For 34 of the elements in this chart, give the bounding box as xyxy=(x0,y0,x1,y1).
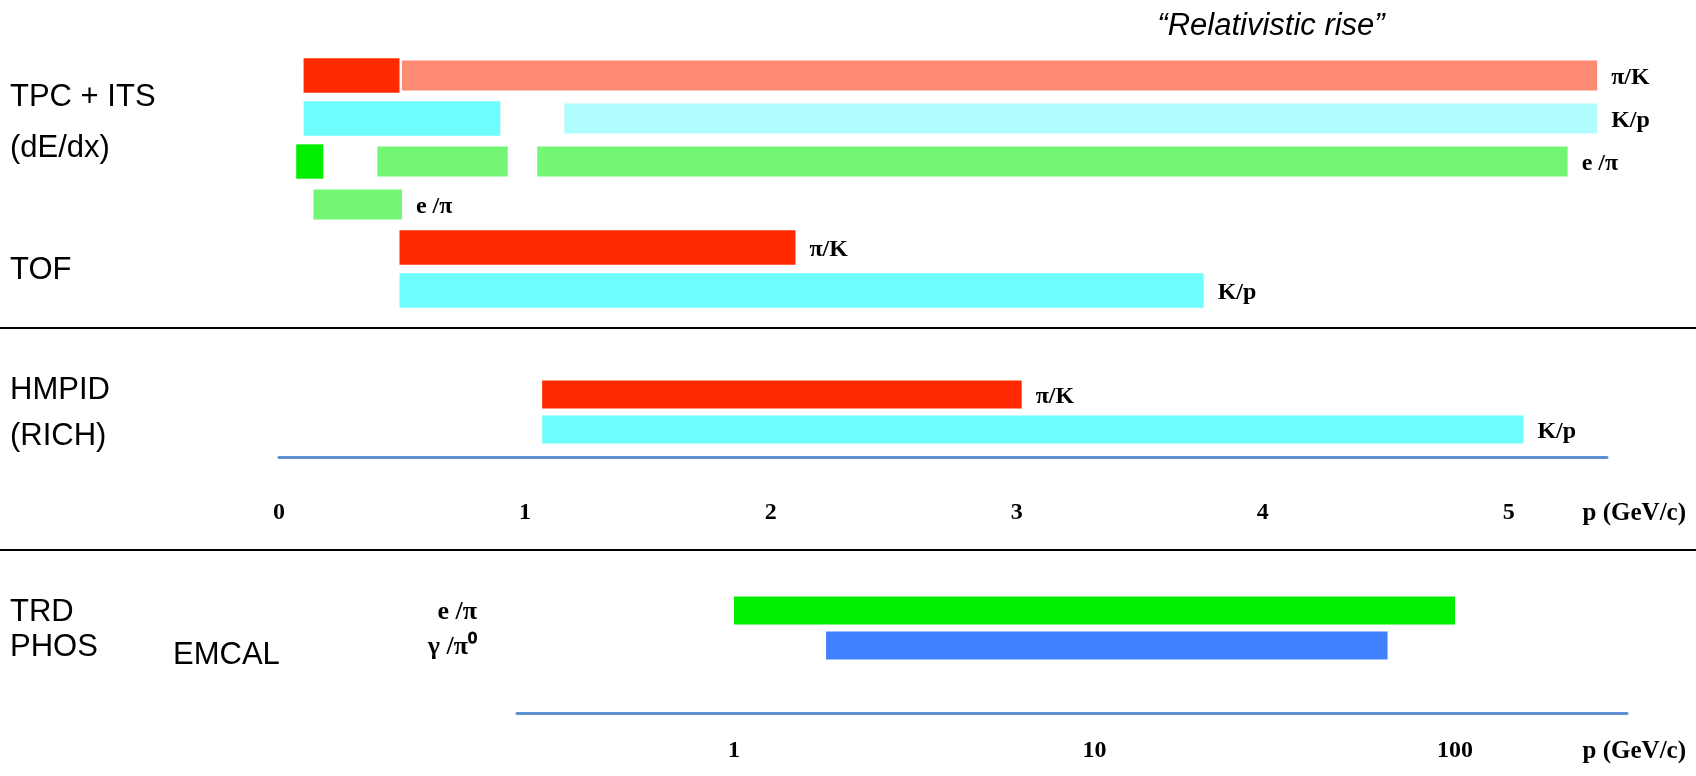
bar xyxy=(303,101,501,136)
category-label: K/p xyxy=(1611,105,1650,132)
category-label: e /π xyxy=(415,191,453,218)
text: (dE/dx) xyxy=(10,128,110,164)
x-tick-label: 10 xyxy=(1082,736,1107,762)
x-tick-label: 3 xyxy=(1010,498,1023,524)
text: EMCAL xyxy=(173,635,280,671)
category-label: π/K xyxy=(1611,62,1650,89)
x-tick-label: 4 xyxy=(1256,498,1269,524)
text: “Relativistic rise” xyxy=(1157,6,1387,42)
x-axis-title: p (GeV/c) xyxy=(1582,498,1687,526)
x-tick-label: 5 xyxy=(1502,498,1515,524)
text: (RICH) xyxy=(10,416,107,452)
text: HMPID xyxy=(10,370,110,406)
bar xyxy=(313,189,402,220)
x-tick-label: 1 xyxy=(728,736,741,762)
bar xyxy=(303,58,400,93)
category-label: K/p xyxy=(1217,277,1257,304)
x-tick-label: 0 xyxy=(273,498,285,524)
x-axis-title: p (GeV/c) xyxy=(1582,736,1687,764)
text: TOF xyxy=(10,250,72,286)
bar xyxy=(399,273,1204,308)
bar xyxy=(377,146,508,177)
x-tick-label: 100 xyxy=(1437,736,1473,762)
text: TRD xyxy=(10,592,74,628)
bar xyxy=(537,146,1568,177)
text: TPC + ITS xyxy=(10,77,156,113)
y-tick-label: γ /π⁰ xyxy=(426,631,478,660)
bar xyxy=(399,230,796,265)
x-tick-label: 2 xyxy=(764,498,777,524)
text: PHOS xyxy=(10,627,98,663)
category-label: e /π xyxy=(1581,148,1619,175)
category-label: π/K xyxy=(809,234,848,261)
x-tick-label: 1 xyxy=(518,498,531,524)
